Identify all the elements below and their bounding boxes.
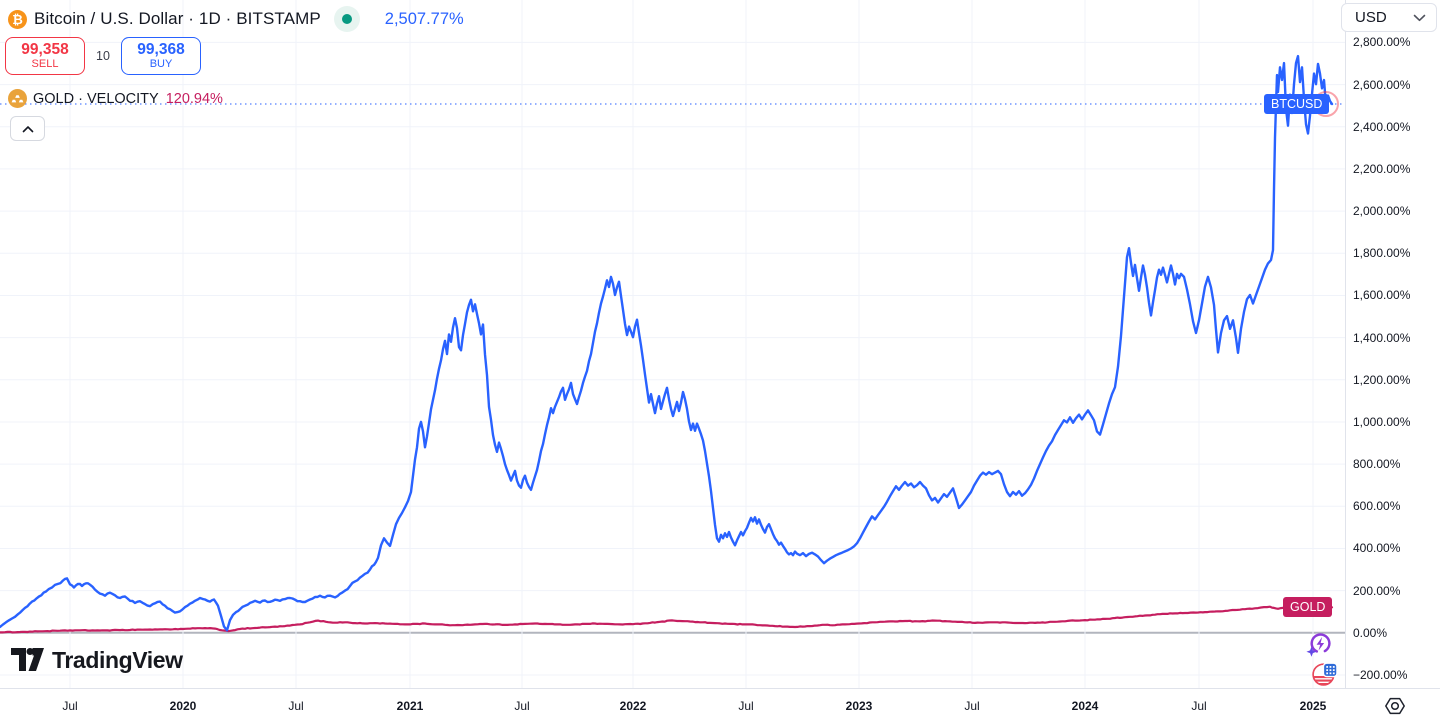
sell-label: SELL: [31, 58, 59, 70]
symbol-change-percent: 2,507.77%: [384, 9, 464, 28]
price-tick-label: 200.00%: [1353, 583, 1401, 598]
price-tick-label: 0.00%: [1353, 625, 1388, 640]
bitcoin-icon: ₿: [8, 9, 27, 29]
price-tick-label: 400.00%: [1353, 541, 1401, 556]
tradingview-logo[interactable]: TradingView: [10, 645, 240, 675]
symbol-legend-row[interactable]: ₿ Bitcoin / U.S. Dollar · 1D · BITSTAMP …: [8, 6, 464, 32]
price-tick-label: 1,000.00%: [1353, 414, 1411, 429]
time-axis[interactable]: Jul 2020 Jul 2021 Jul 2022 Jul 2023 Jul 2024 Jul 20…: [0, 688, 1440, 724]
time-tick-label: Jul: [514, 699, 530, 713]
price-tick-label: 600.00%: [1353, 499, 1401, 514]
time-tick-label: 2024: [1071, 699, 1099, 713]
price-tick-label: 800.00%: [1353, 457, 1401, 472]
price-tick-label: 1,200.00%: [1353, 372, 1411, 387]
flag-calendar-icon: [1312, 662, 1338, 686]
time-tick-label: 2020: [169, 699, 197, 713]
ai-sparkle-icon: [1306, 633, 1331, 657]
symbol-title[interactable]: Bitcoin / U.S. Dollar · 1D · BITSTAMP: [34, 9, 321, 28]
time-tick-label: Jul: [1191, 699, 1207, 713]
time-tick-label: 2022: [619, 699, 647, 713]
ai-assistant-button[interactable]: [1304, 629, 1336, 661]
gear-icon: [1385, 697, 1405, 715]
time-tick-label: 2021: [396, 699, 424, 713]
chevron-up-icon: [22, 125, 33, 132]
currency-dropdown[interactable]: USD: [1341, 3, 1437, 32]
series-lines: [0, 54, 1345, 634]
tradingview-logo-text: TradingView: [52, 647, 183, 673]
tradingview-logo-mark: [11, 648, 44, 671]
sell-button[interactable]: 99,358 SELL: [5, 37, 85, 75]
price-axis[interactable]: +2,507.77% 08:23:07 +120.94% 2,800.00%2,…: [1345, 0, 1440, 688]
trade-buttons-row: 99,358 SELL 10 99,368 BUY: [5, 37, 201, 75]
compare-title: GOLD · VELOCITY: [33, 90, 159, 107]
price-tick-label: 1,400.00%: [1353, 330, 1411, 345]
market-status-indicator[interactable]: [333, 6, 360, 32]
chevron-down-icon: [1413, 14, 1426, 21]
price-tick-label: 2,800.00%: [1353, 35, 1411, 50]
compare-legend-row[interactable]: GOLD · VELOCITY 120.94%: [8, 89, 223, 108]
time-tick-label: Jul: [964, 699, 980, 713]
events-calendar-button[interactable]: [1310, 659, 1339, 688]
price-tick-label: 2,600.00%: [1353, 77, 1411, 92]
gold-series-label: GOLD: [1283, 597, 1333, 618]
sell-price: 99,358: [21, 41, 69, 58]
buy-label: BUY: [149, 58, 173, 70]
chart-canvas[interactable]: [0, 0, 1345, 688]
price-tick-label: −200.00%: [1353, 667, 1408, 682]
btcusd-series-label: BTCUSD: [1264, 94, 1330, 115]
gold-icon: [8, 89, 27, 108]
market-open-dot: [341, 14, 352, 24]
buy-price: 99,368: [137, 41, 185, 58]
currency-value: USD: [1355, 9, 1387, 26]
price-tick-label: 2,200.00%: [1353, 161, 1411, 176]
time-tick-label: 2023: [845, 699, 873, 713]
time-tick-label: 2025: [1299, 699, 1327, 713]
spread-value: 10: [96, 49, 110, 63]
time-tick-label: Jul: [62, 699, 78, 713]
price-tick-label: 2,400.00%: [1353, 119, 1411, 134]
settings-gear-button[interactable]: [1383, 694, 1407, 718]
collapse-legend-button[interactable]: [10, 116, 45, 141]
grid-lines: [0, 0, 1345, 688]
time-tick-label: Jul: [738, 699, 754, 713]
price-tick-label: 2,000.00%: [1353, 204, 1411, 219]
price-tick-label: 1,600.00%: [1353, 288, 1411, 303]
compare-change-percent: 120.94%: [165, 90, 223, 107]
price-tick-label: 1,800.00%: [1353, 246, 1411, 261]
buy-button[interactable]: 99,368 BUY: [121, 37, 201, 75]
time-tick-label: Jul: [288, 699, 304, 713]
